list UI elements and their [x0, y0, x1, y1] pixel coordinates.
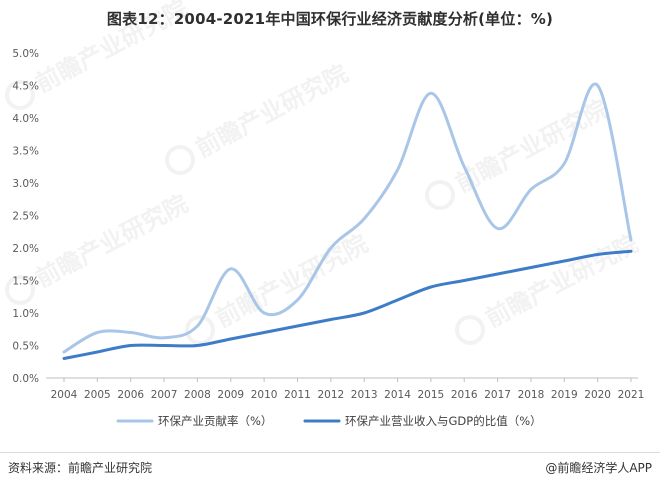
footer: 资料来源：前瞻产业研究院 @前瞻经济学人APP: [0, 452, 660, 482]
svg-text:前瞻产业研究院: 前瞻产业研究院: [451, 94, 612, 198]
legend-label-2: 环保产业营业收入与GDP的比值（%）: [345, 414, 542, 428]
x-tick-label: 2004: [51, 389, 78, 401]
legend: 环保产业贡献率（%） 环保产业营业收入与GDP的比值（%）: [118, 414, 542, 428]
watermark-5: 前瞻产业研究院: [452, 229, 643, 348]
y-axis: 0.0% 0.5% 1.0% 1.5% 2.0% 2.5% 3.0% 3.5% 4.0% 4.5%…: [12, 48, 39, 385]
x-tick-label: 2012: [317, 389, 344, 401]
x-tick-label: 2009: [217, 389, 244, 401]
x-tick-label: 2019: [551, 389, 578, 401]
svg-text:前瞻产业研究院: 前瞻产业研究院: [191, 59, 352, 163]
x-tick-label: 2008: [184, 389, 211, 401]
y-tick-label: 2.0%: [12, 243, 39, 255]
svg-text:前瞻产业研究院: 前瞻产业研究院: [31, 0, 192, 98]
x-tick-label: 2017: [484, 389, 511, 401]
x-tick-label: 2021: [618, 389, 645, 401]
x-tick-label: 2013: [351, 389, 378, 401]
legend-label-1: 环保产业贡献率（%）: [158, 414, 272, 428]
y-tick-label: 4.0%: [12, 113, 39, 125]
x-tick-label: 2010: [251, 389, 278, 401]
y-tick-label: 3.5%: [12, 146, 39, 158]
source-note: 资料来源：前瞻产业研究院: [8, 459, 152, 476]
y-tick-label: 4.5%: [12, 81, 39, 93]
line-chart: 前瞻产业研究院前瞻产业研究院前瞻产业研究院前瞻产业研究院前瞻产业研究院前瞻产业研…: [0, 0, 660, 452]
watermark-2: 前瞻产业研究院: [422, 94, 613, 213]
x-tick-label: 2005: [84, 389, 111, 401]
y-tick-label: 3.0%: [12, 178, 39, 190]
x-tick-label: 2020: [584, 389, 611, 401]
watermark-1: 前瞻产业研究院: [162, 59, 353, 178]
x-axis: 2004 2005 2006 2007 2008 2009 2010 2011 2012 2013…: [46, 378, 644, 401]
y-tick-label: 0.5%: [12, 341, 39, 353]
x-tick-label: 2014: [384, 389, 411, 401]
x-tick-label: 2011: [284, 389, 311, 401]
x-tick-label: 2018: [518, 389, 545, 401]
y-tick-label: 2.5%: [12, 211, 39, 223]
y-tick-label: 5.0%: [12, 48, 39, 60]
x-tick-label: 2016: [451, 389, 478, 401]
x-tick-label: 2007: [151, 389, 178, 401]
x-tick-label: 2006: [117, 389, 144, 401]
y-tick-label: 0.0%: [12, 373, 39, 385]
svg-text:前瞻产业研究院: 前瞻产业研究院: [481, 229, 642, 333]
x-tick-label: 2015: [418, 389, 445, 401]
brand-credit: @前瞻经济学人APP: [545, 459, 652, 476]
y-tick-label: 1.5%: [12, 276, 39, 288]
watermarks: 前瞻产业研究院前瞻产业研究院前瞻产业研究院前瞻产业研究院前瞻产业研究院前瞻产业研…: [2, 0, 643, 348]
y-tick-label: 1.0%: [12, 308, 39, 320]
svg-text:前瞻产业研究院: 前瞻产业研究院: [31, 189, 192, 293]
